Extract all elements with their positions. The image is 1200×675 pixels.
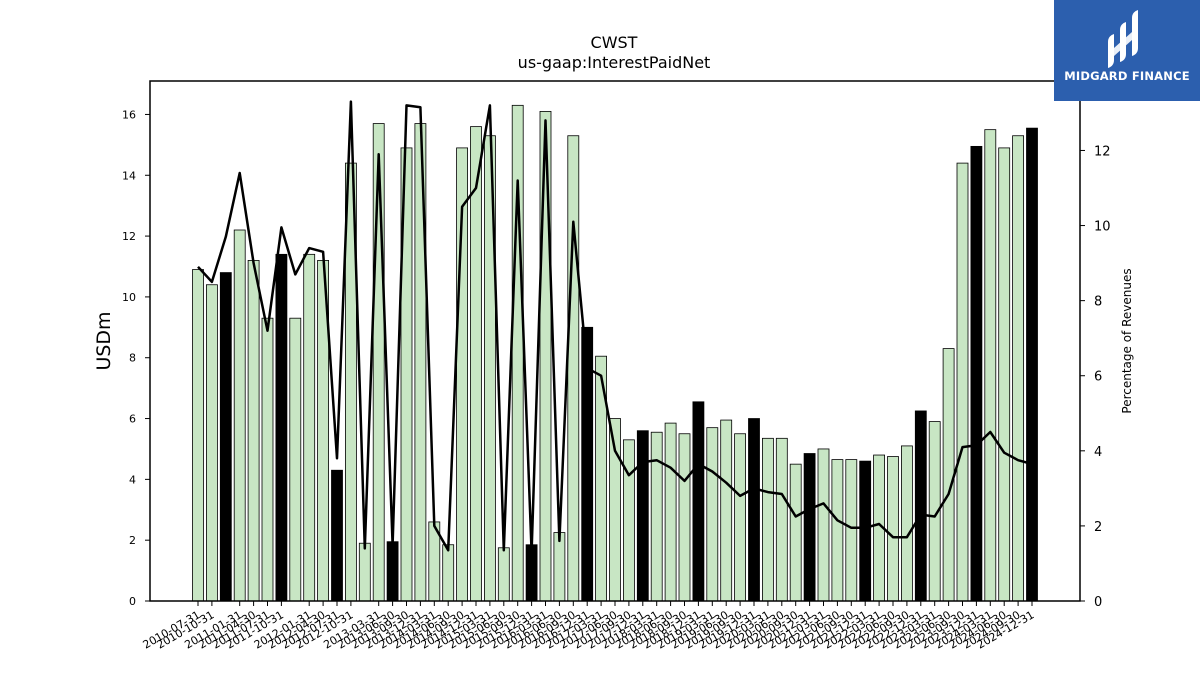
bar-2023-06-30: [942, 348, 955, 602]
bar-2012-01-31: [303, 253, 316, 602]
bar-2023-12-31: [970, 145, 983, 602]
bar-2018-09-30: [678, 433, 691, 602]
logo-mark-icon: [1108, 10, 1138, 68]
y-tick-label: 10: [122, 291, 136, 304]
bar-2021-03-31: [817, 448, 830, 602]
bar-2024-12-31: [1026, 127, 1038, 602]
chart-title: CWST: [591, 33, 638, 52]
bar-2020-09-30: [789, 463, 802, 602]
bar-2022-06-30: [887, 456, 899, 602]
bar-2019-03-31: [706, 427, 719, 602]
bar-2020-03-31: [762, 437, 774, 602]
bar-2016-09-30: [567, 135, 580, 602]
bar-2012-12-31: [358, 542, 371, 602]
bar-2014-12-31: [470, 126, 482, 602]
bar-2011-10-31: [275, 253, 288, 602]
y-axis-label: USDm: [93, 311, 115, 370]
bar-2017-09-30: [623, 439, 635, 602]
y2-tick-label: 4: [1094, 445, 1102, 460]
bar-2017-12-31: [636, 430, 649, 602]
y2-tick-label: 10: [1094, 220, 1111, 235]
bar-2018-12-31: [692, 401, 705, 602]
y-tick-label: 2: [129, 534, 136, 547]
bar-2020-12-31: [803, 453, 816, 602]
bar-2022-12-31: [914, 410, 927, 602]
bar-2012-07-31: [331, 469, 343, 602]
bar-2016-03-31: [539, 111, 552, 602]
y2-axis-label: Percentage of Revenues: [1120, 268, 1134, 413]
bar-2021-09-30: [845, 459, 858, 602]
y2-tick-label: 2: [1094, 520, 1102, 535]
brand-logo: MIDGARD FINANCE: [1054, 0, 1200, 101]
bar-2024-03-31: [984, 129, 997, 602]
axes: 02468101214160246810122010-07-312010-10-…: [122, 80, 1111, 652]
y2-tick-label: 0: [1094, 595, 1102, 610]
y2-tick-label: 8: [1094, 295, 1102, 310]
y-tick-label: 0: [129, 595, 136, 608]
bar-2013-03-31: [372, 123, 385, 602]
bar-2011-07-31: [261, 317, 274, 602]
line-revenue-pct: [197, 100, 1033, 554]
bar-2016-06-30: [553, 532, 566, 602]
bar-2022-09-30: [901, 445, 913, 602]
y-tick-label: 14: [122, 169, 136, 182]
bar-series: [192, 104, 1038, 602]
bar-2024-06-30: [998, 147, 1011, 602]
bar-2015-06-30: [497, 547, 510, 602]
bar-2021-06-30: [831, 459, 844, 602]
bar-2020-06-30: [775, 437, 788, 602]
bar-2013-06-30: [386, 541, 399, 602]
y2-tick-label: 6: [1094, 370, 1102, 385]
logo-text: MIDGARD FINANCE: [1064, 69, 1190, 83]
line-series: [197, 100, 1033, 554]
bar-2021-12-31: [859, 460, 872, 602]
y2-tick-label: 12: [1094, 144, 1111, 159]
bar-2011-01-31: [233, 229, 246, 602]
y-tick-label: 4: [129, 473, 136, 486]
y-tick-label: 6: [129, 413, 136, 426]
bar-2019-09-30: [734, 433, 746, 602]
bar-2010-12-31: [219, 272, 232, 602]
bar-2014-06-30: [442, 544, 455, 602]
bar-2019-12-31: [748, 418, 760, 602]
bar-2018-06-30: [664, 422, 677, 602]
bar-2018-03-31: [650, 431, 663, 602]
bar-2019-06-30: [720, 419, 733, 602]
bar-2023-09-30: [956, 162, 969, 602]
bar-2011-12-31: [289, 317, 302, 602]
chart-subtitle: us-gaap:InterestPaidNet: [518, 53, 711, 72]
y-tick-label: 8: [129, 352, 136, 365]
bar-2010-10-31: [205, 284, 218, 602]
y-tick-label: 16: [122, 108, 136, 121]
bar-2010-07-31: [192, 269, 204, 602]
bar-2011-04-30: [247, 260, 260, 602]
bar-2024-09-30: [1012, 135, 1024, 602]
y-tick-label: 12: [122, 230, 136, 243]
